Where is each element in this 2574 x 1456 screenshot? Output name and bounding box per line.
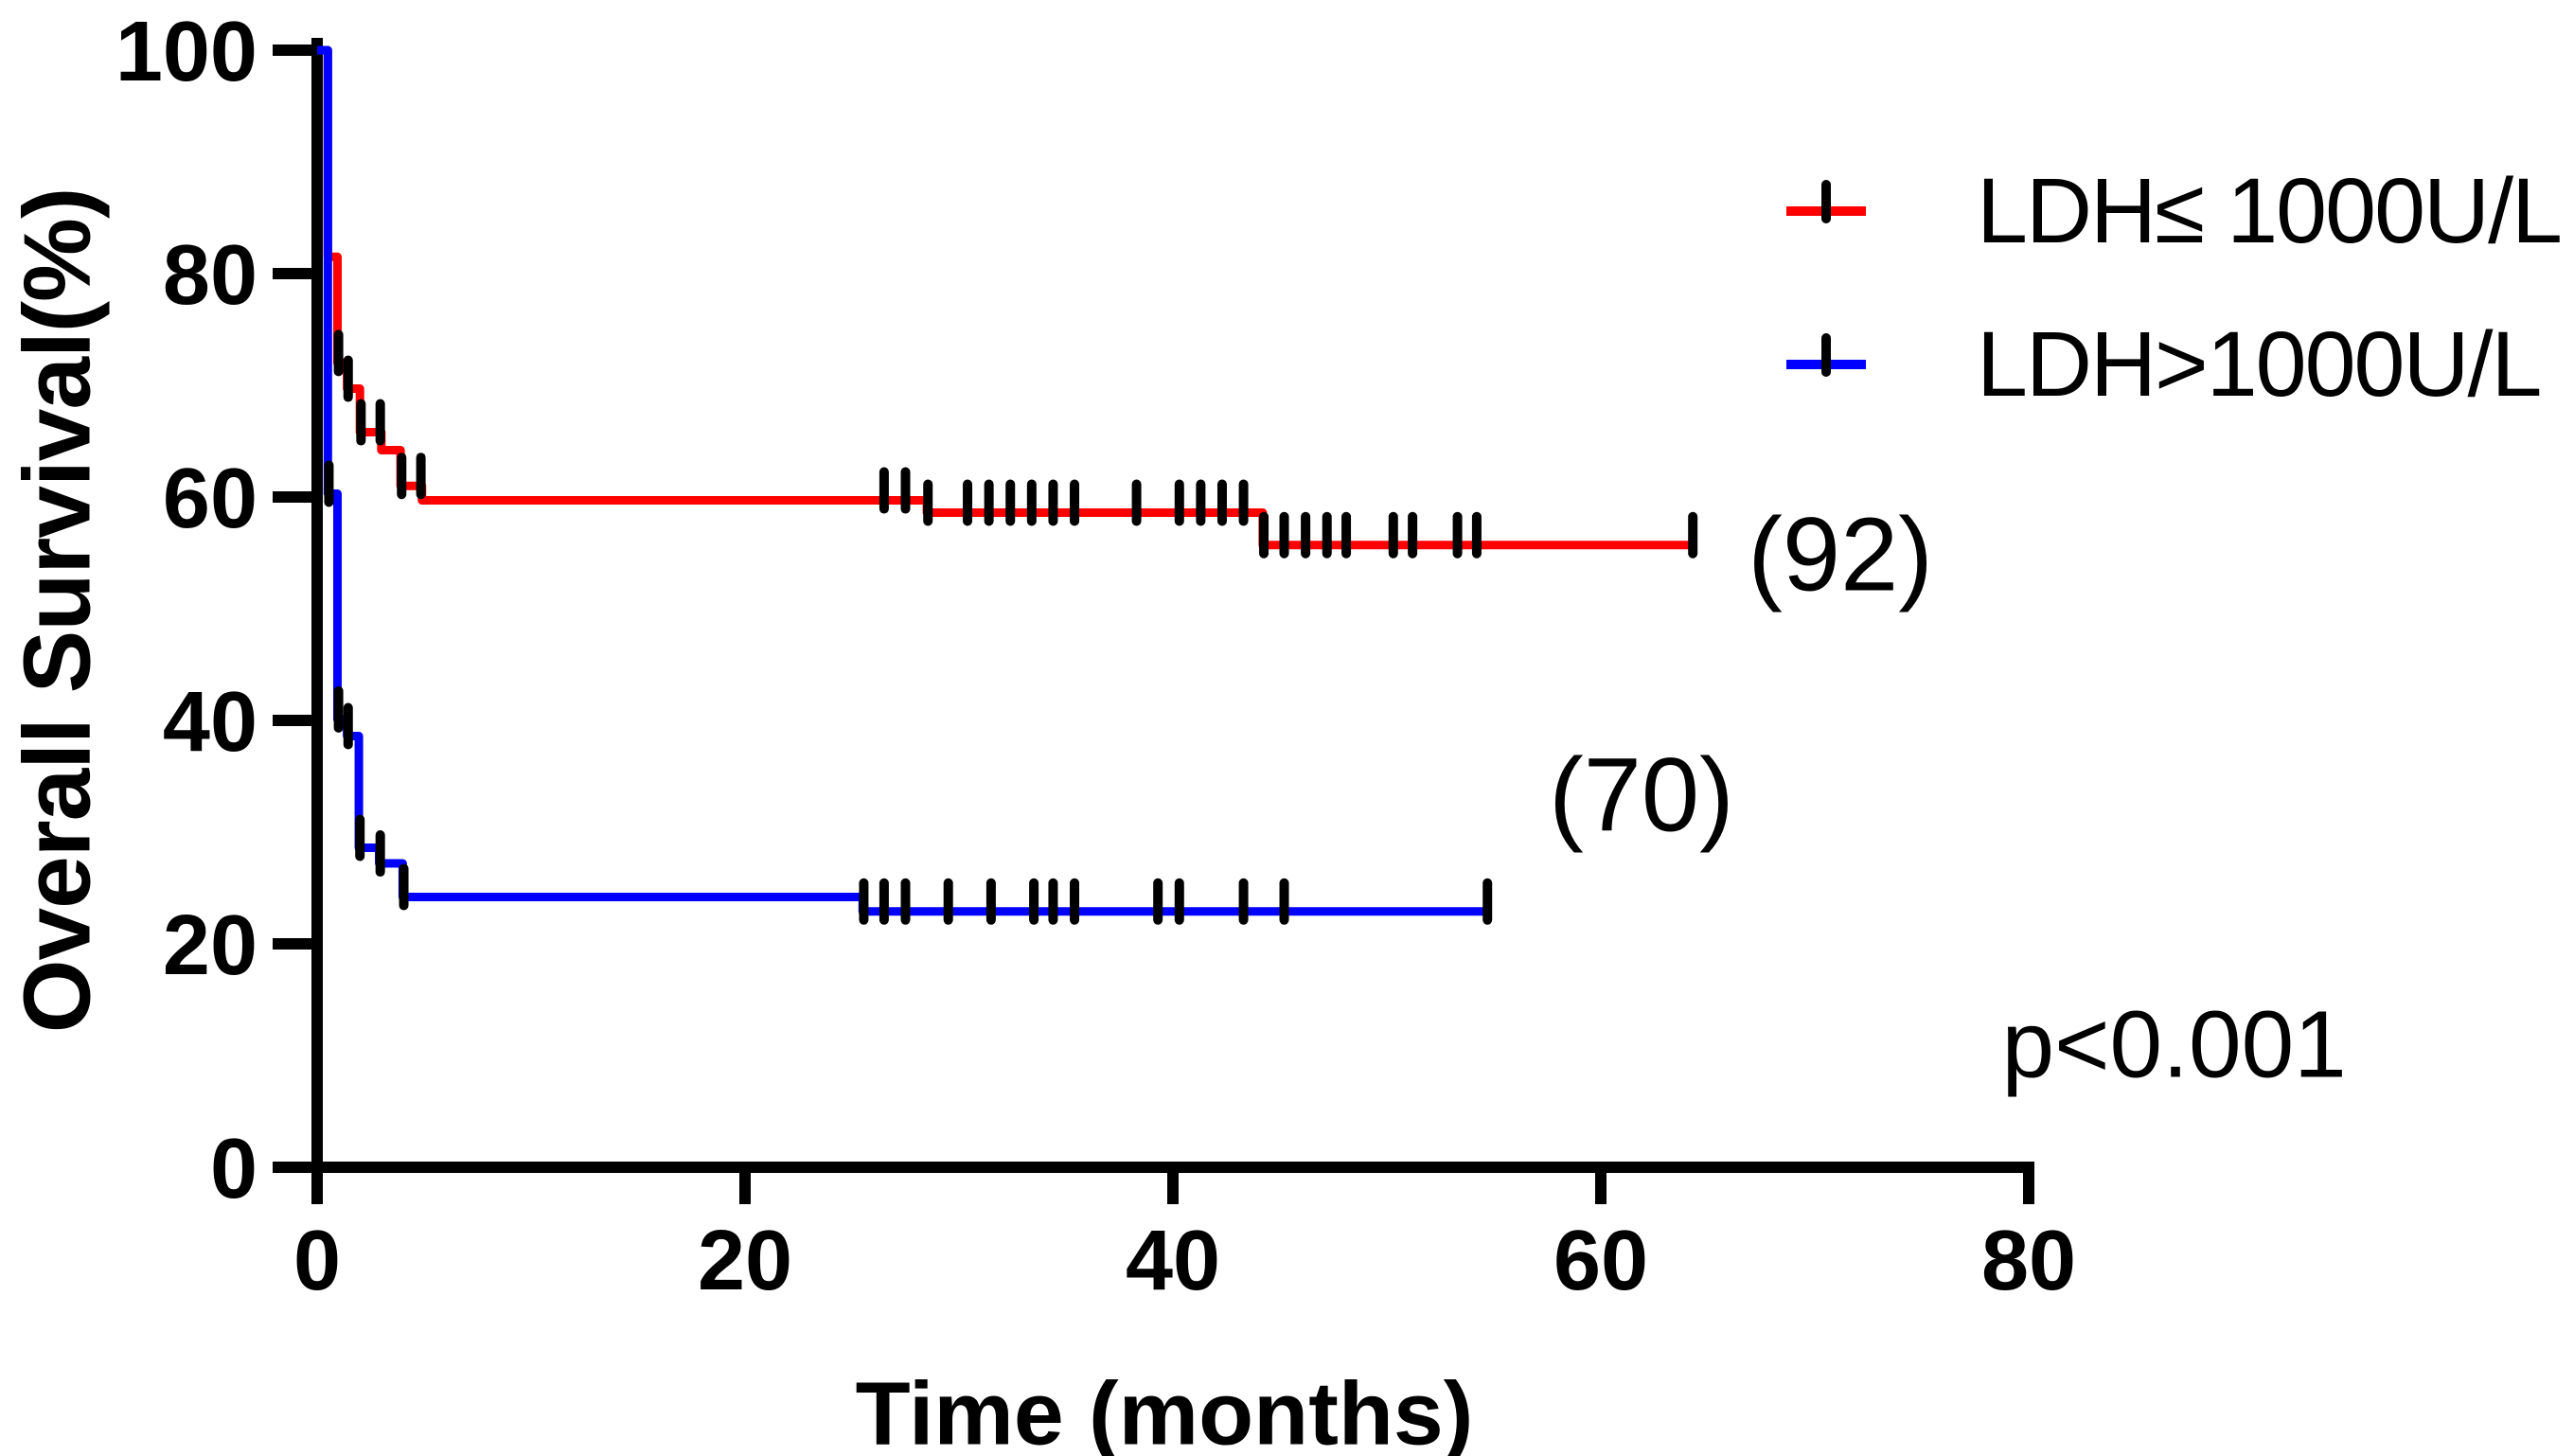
y-tick-label: 40 (163, 675, 257, 770)
y-tick-label: 0 (210, 1122, 257, 1216)
x-tick-label: 40 (1126, 1214, 1220, 1308)
x-tick-label: 60 (1553, 1214, 1648, 1308)
legend-label-ldh-low: LDH≤ 1000U/L (1977, 159, 2563, 262)
censor-tick-icon (1821, 180, 1831, 223)
y-tick-label: 20 (163, 898, 257, 993)
legend-item-ldh-high: LDH>1000U/L (1786, 288, 2561, 441)
x-tick-label: 80 (1981, 1214, 2076, 1308)
legend-line-red-icon (1786, 180, 1866, 223)
y-tick-label: 60 (163, 452, 257, 546)
legend-label-ldh-high: LDH>1000U/L (1977, 312, 2542, 416)
survival-curve-ldh-low (317, 45, 1694, 550)
legend: LDH≤ 1000U/L LDH>1000U/L (1786, 134, 2563, 441)
p-value-label: p<0.001 (2001, 991, 2347, 1098)
annotation-n-92: (92) (1748, 496, 1933, 613)
legend-item-ldh-low: LDH≤ 1000U/L (1786, 134, 2563, 288)
y-tick-label: 100 (115, 5, 257, 99)
y-tick-label: 80 (163, 228, 257, 323)
annotation-n-70: (70) (1549, 737, 1734, 854)
x-axis-title: Time (months) (855, 1363, 1474, 1456)
x-tick-label: 0 (293, 1214, 341, 1308)
legend-line-blue-icon (1786, 333, 1866, 377)
y-axis-title: Overall Survival(%) (4, 187, 111, 1034)
censor-tick-icon (1821, 333, 1831, 377)
x-tick-label: 20 (698, 1214, 792, 1308)
